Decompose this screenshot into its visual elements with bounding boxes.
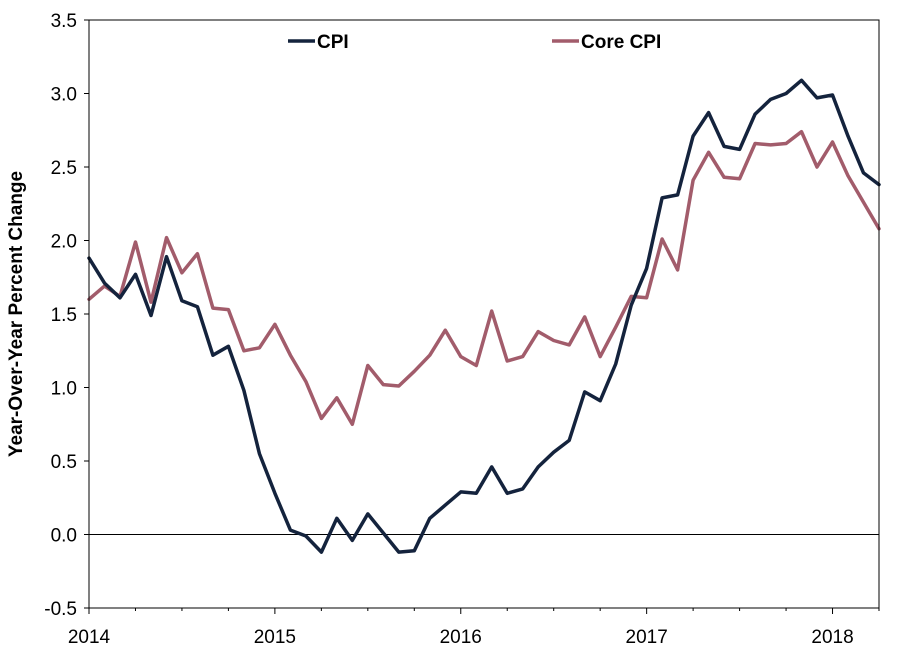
legend-label-cpi: CPI (317, 32, 349, 53)
y-tick-label: 2.0 (51, 232, 77, 253)
y-tick-label: 3.5 (51, 11, 77, 32)
y-tick-label: 0.0 (51, 526, 77, 547)
x-tick-labels: 2014 2015 2016 2017 2018 (68, 627, 854, 648)
x-tick-label: 2015 (254, 627, 296, 648)
legend-label-core-cpi: Core CPI (581, 32, 661, 53)
y-tick-labels: -0.5 0.0 0.5 1.0 1.5 2.0 2.5 3.0 3.5 (44, 11, 77, 620)
y-tick-label: 2.5 (51, 158, 77, 179)
y-axis-label: Year-Over-Year Percent Change (6, 171, 27, 457)
x-tick-label: 2017 (626, 627, 668, 648)
y-tick-label: 0.5 (51, 452, 77, 473)
series-layer (87, 78, 881, 554)
series-line-cpi (87, 78, 881, 554)
series-line-core-cpi (87, 129, 881, 427)
y-tick-label: 3.0 (51, 85, 77, 106)
legend: CPI Core CPI (288, 32, 661, 53)
y-tick-label: 1.5 (51, 305, 77, 326)
x-tick-label: 2014 (68, 627, 111, 648)
tick-marks (84, 19, 880, 614)
y-tick-label: 1.0 (51, 379, 77, 400)
x-tick-label: 2018 (811, 627, 853, 648)
plot-area-frame (88, 19, 880, 609)
y-tick-label: -0.5 (44, 599, 77, 620)
x-tick-label: 2016 (440, 627, 482, 648)
